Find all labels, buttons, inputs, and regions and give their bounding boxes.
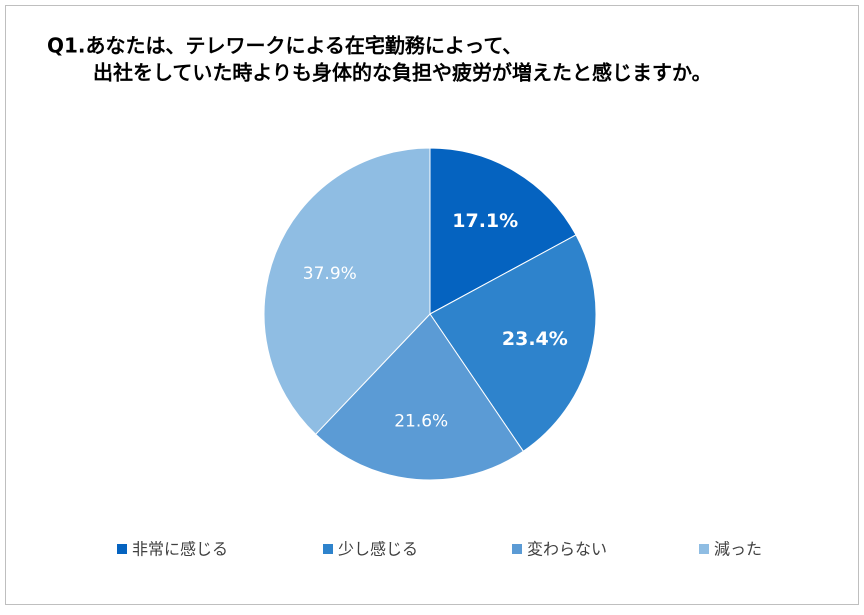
legend-label: 少し感じる xyxy=(338,540,418,559)
legend-label: 非常に感じる xyxy=(132,540,228,559)
legend-label: 変わらない xyxy=(527,540,607,559)
pie-slice xyxy=(263,147,431,435)
chart-title: 出社をしていた時よりも身体的な負担や疲労が増えたと感じますか。 xyxy=(93,61,712,85)
legend-swatch xyxy=(323,544,333,554)
data-label: 37.9% xyxy=(303,264,357,284)
pie-slice xyxy=(429,147,577,315)
pie-slice xyxy=(314,313,525,481)
legend-swatch xyxy=(117,544,127,554)
legend-swatch xyxy=(512,544,522,554)
data-label: 17.1% xyxy=(452,210,518,232)
data-label: 23.4% xyxy=(502,328,568,350)
legend-label: 減った xyxy=(714,540,762,559)
data-label: 21.6% xyxy=(394,412,448,432)
chart-title: Q1.あなたは、テレワークによる在宅勤務によって、 xyxy=(47,34,522,58)
legend-swatch xyxy=(699,544,709,554)
pie-slice xyxy=(429,234,597,452)
